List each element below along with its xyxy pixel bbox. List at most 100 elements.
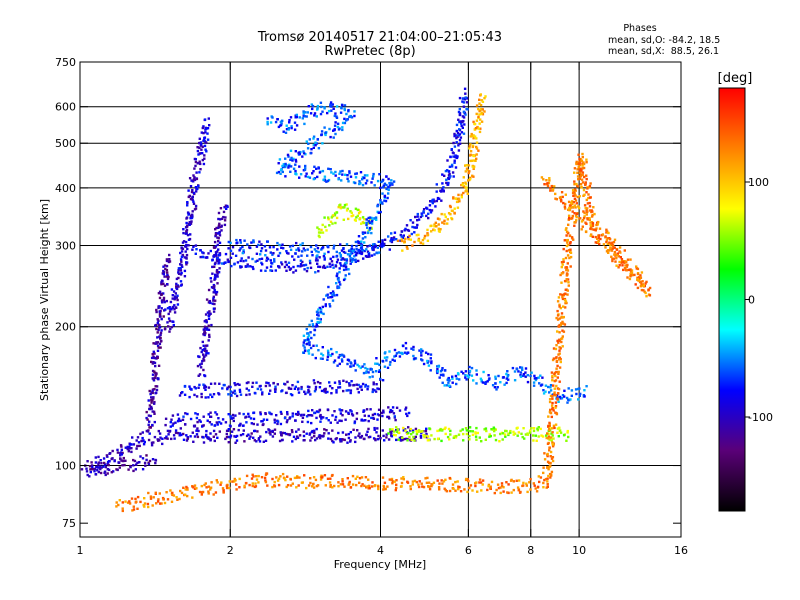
echo-point xyxy=(550,371,554,374)
echo-point xyxy=(560,281,563,284)
echo-point xyxy=(543,452,546,455)
echo-point xyxy=(301,155,304,158)
echo-point xyxy=(591,235,594,238)
echo-point xyxy=(415,429,418,433)
echo-point xyxy=(414,226,418,229)
echo-point xyxy=(599,237,602,241)
echo-point xyxy=(199,162,202,166)
echo-point xyxy=(623,249,626,252)
echo-point xyxy=(582,166,586,170)
echo-point xyxy=(198,490,202,494)
echo-point xyxy=(339,203,342,206)
echo-point xyxy=(104,473,107,477)
echo-point xyxy=(289,116,293,119)
echo-point xyxy=(543,458,547,461)
echo-point xyxy=(404,429,407,432)
echo-point xyxy=(369,408,372,411)
echo-point xyxy=(139,500,142,504)
echo-point xyxy=(208,333,211,337)
echo-point xyxy=(93,470,96,473)
echo-point xyxy=(428,427,431,430)
echo-point xyxy=(469,153,472,156)
echo-point xyxy=(368,228,371,231)
echo-point xyxy=(372,417,376,420)
echo-point xyxy=(218,230,221,234)
echo-point xyxy=(297,410,300,414)
echo-point xyxy=(164,423,167,427)
echo-point xyxy=(192,202,196,205)
echo-point xyxy=(364,366,367,370)
echo-point xyxy=(464,370,468,373)
echo-point xyxy=(472,154,475,158)
echo-point xyxy=(467,376,470,379)
echo-point xyxy=(186,437,189,440)
echo-point xyxy=(110,471,113,474)
echo-point xyxy=(411,244,414,247)
echo-point xyxy=(548,424,551,427)
echo-point xyxy=(158,439,161,442)
echo-point xyxy=(433,225,436,228)
echo-point xyxy=(244,259,248,262)
echo-point xyxy=(135,439,138,442)
echo-point xyxy=(374,362,377,365)
echo-point xyxy=(167,275,170,279)
echo-point xyxy=(376,413,380,416)
echo-point xyxy=(626,276,629,279)
echo-point xyxy=(294,160,298,163)
echo-point xyxy=(334,415,338,419)
echo-point xyxy=(459,120,462,123)
echo-point xyxy=(268,384,271,387)
echo-point xyxy=(569,201,573,204)
echo-point xyxy=(459,136,463,139)
echo-point xyxy=(196,420,199,424)
echo-point xyxy=(192,486,195,489)
echo-point xyxy=(469,484,473,487)
echo-point xyxy=(608,238,612,241)
echo-point xyxy=(517,479,521,482)
echo-point xyxy=(214,491,218,494)
echo-point xyxy=(153,376,157,379)
echo-point xyxy=(203,154,206,157)
echo-point xyxy=(269,433,272,436)
echo-point xyxy=(371,218,374,221)
echo-point xyxy=(589,182,592,185)
echo-point xyxy=(446,378,449,382)
echo-point xyxy=(285,485,288,489)
echo-point xyxy=(565,249,568,253)
echo-point xyxy=(465,164,468,167)
echo-point xyxy=(589,224,592,227)
echo-point xyxy=(539,374,542,377)
echo-point xyxy=(281,170,284,174)
echo-point xyxy=(450,209,454,212)
echo-point xyxy=(423,435,426,439)
echo-point xyxy=(535,439,538,442)
echo-point xyxy=(452,141,455,145)
echo-point xyxy=(522,484,525,487)
echo-point xyxy=(472,120,475,124)
echo-point xyxy=(165,491,168,494)
echo-point xyxy=(285,250,288,253)
echo-point xyxy=(347,109,350,112)
echo-point xyxy=(567,214,571,217)
echo-point xyxy=(626,263,629,267)
echo-point xyxy=(279,431,282,434)
echo-point xyxy=(207,386,211,389)
echo-point xyxy=(393,480,396,483)
echo-point xyxy=(448,172,451,176)
echo-point xyxy=(446,159,449,162)
echo-point xyxy=(208,437,211,441)
echo-point xyxy=(349,389,353,392)
echo-point xyxy=(299,259,303,262)
echo-point xyxy=(573,188,577,191)
echo-point xyxy=(438,488,441,491)
echo-point xyxy=(582,210,585,213)
echo-point xyxy=(440,479,443,482)
echo-point xyxy=(453,145,457,148)
echo-point xyxy=(154,491,157,494)
echo-point xyxy=(353,362,357,365)
echo-point xyxy=(409,485,412,488)
echo-point xyxy=(124,446,127,449)
echo-point xyxy=(303,168,307,171)
echo-point xyxy=(165,275,169,278)
echo-point xyxy=(575,219,578,222)
